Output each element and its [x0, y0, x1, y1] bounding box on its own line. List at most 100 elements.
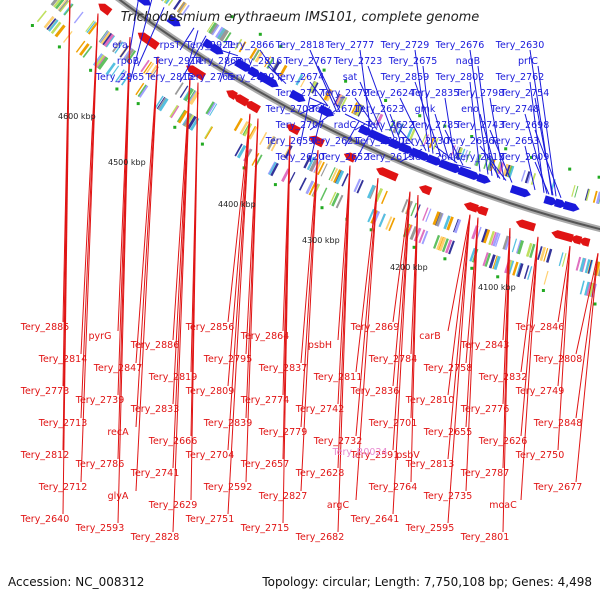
feature-tile — [169, 105, 180, 119]
gene-arrow — [578, 237, 591, 247]
feature-tile — [249, 126, 258, 140]
feature-tile — [79, 43, 90, 56]
feature-tile — [425, 208, 432, 223]
forward-connector — [179, 27, 195, 51]
reverse-connector — [392, 191, 411, 451]
reverse-connector — [190, 82, 199, 501]
reverse-gene-label: Tery_2593 — [75, 523, 125, 534]
feature-tile — [233, 117, 243, 132]
feature-tile — [504, 164, 511, 177]
reverse-gene-label: Tery_2741 — [130, 468, 180, 479]
feature-tile — [453, 218, 459, 233]
reverse-gene-label: Tery_2864 — [240, 331, 290, 342]
gene-arrow — [186, 65, 207, 81]
reverse-gene-label: Tery_2827 — [258, 491, 308, 502]
reverse-connector — [447, 214, 471, 524]
forward-gene-label: Tery_2644 — [410, 152, 460, 163]
reverse-gene-label: Tery_2774 — [240, 395, 290, 406]
feature-tile — [561, 253, 567, 267]
feature-tile — [515, 239, 522, 254]
feature-tile — [85, 20, 95, 33]
feature-tile — [173, 0, 182, 11]
feature-tile — [218, 28, 227, 40]
reverse-gene-label: Tery_2751 — [185, 514, 235, 525]
marker-dot — [230, 15, 234, 19]
reverse-gene-label: Tery_2704 — [185, 450, 235, 461]
reverse-gene-label: Tery_2837 — [258, 363, 308, 374]
feature-tile — [238, 41, 247, 53]
reverse-connector — [502, 228, 511, 533]
feature-tile — [454, 219, 462, 234]
feature-tile — [54, 24, 66, 38]
feature-tile — [320, 187, 328, 201]
feature-tile — [177, 110, 188, 124]
forward-connector — [344, 113, 372, 128]
feature-tile — [87, 22, 98, 35]
feature-tile — [137, 84, 147, 97]
reverse-gene-label: Tery_2657 — [240, 459, 290, 470]
reverse-gene-label: Tery_2843 — [460, 340, 510, 351]
forward-gene-label: Tery_2730 — [400, 136, 450, 147]
marker-dot — [597, 175, 600, 179]
feature-tile — [543, 247, 549, 262]
forward-connector — [389, 142, 409, 147]
feature-tile — [381, 190, 388, 205]
feature-tile — [135, 82, 145, 96]
forward-gene-label: Tery_2671 — [310, 104, 360, 115]
gene-arrow — [136, 0, 152, 6]
marker-dot — [30, 24, 34, 27]
forward-gene-label: Tery_2675 — [388, 56, 438, 67]
forward-connector — [534, 97, 554, 196]
feature-tile — [436, 236, 444, 250]
feature-tile — [488, 230, 495, 245]
reverse-connector — [135, 56, 159, 364]
feature-tile — [335, 94, 343, 106]
gene-arrow — [288, 89, 306, 103]
feature-tile — [587, 259, 593, 274]
marker-dot — [541, 289, 545, 292]
feature-tile — [177, 1, 186, 13]
feature-tile — [330, 168, 339, 182]
reverse-gene-label: pyrG — [89, 331, 112, 342]
reverse-gene-label: Tery_2591 — [350, 450, 400, 461]
feature-tile — [574, 185, 579, 198]
feature-tile — [300, 76, 307, 88]
reverse-gene-label: recA — [107, 427, 129, 438]
forward-gene-label: Tery_2865 — [95, 72, 145, 83]
feature-tile — [223, 31, 232, 44]
feature-tile — [490, 231, 497, 246]
feature-tile — [317, 161, 325, 175]
feature-tile — [409, 128, 416, 141]
marker-dot — [470, 135, 474, 138]
feature-tile — [502, 163, 509, 176]
feature-tile — [189, 91, 200, 106]
forward-connector — [534, 129, 562, 198]
feature-tile — [592, 190, 598, 203]
marker-dot — [496, 275, 500, 279]
forward-connector — [537, 65, 557, 197]
feature-tile — [57, 0, 67, 11]
feature-tile — [516, 263, 524, 278]
feature-tile — [58, 0, 70, 13]
reverse-gene-label: glyA — [108, 491, 129, 502]
feature-tile — [63, 3, 73, 16]
feature-tile — [433, 234, 441, 249]
reverse-gene-label: Tery_2682 — [295, 532, 345, 543]
reverse-gene-label: Tery_2856 — [185, 322, 235, 333]
reverse-gene-label: Tery_2640 — [20, 514, 70, 525]
reverse-gene-label: Tery_2715 — [240, 523, 290, 534]
kbp-tick-label: 4200 kbp — [390, 263, 428, 272]
feature-tile — [527, 266, 533, 280]
feature-tile — [115, 69, 125, 82]
feature-tile — [36, 10, 47, 23]
feature-tile — [571, 184, 576, 197]
reverse-connector — [575, 253, 599, 419]
forward-gene-label: Tery_2708 — [265, 104, 315, 115]
feature-tile — [62, 31, 73, 43]
feature-tile — [356, 104, 365, 117]
forward-connector — [399, 97, 427, 152]
feature-tile — [267, 136, 276, 150]
gene-arrow — [398, 142, 414, 154]
gene-arrow — [98, 3, 113, 16]
feature-tile — [366, 184, 376, 199]
